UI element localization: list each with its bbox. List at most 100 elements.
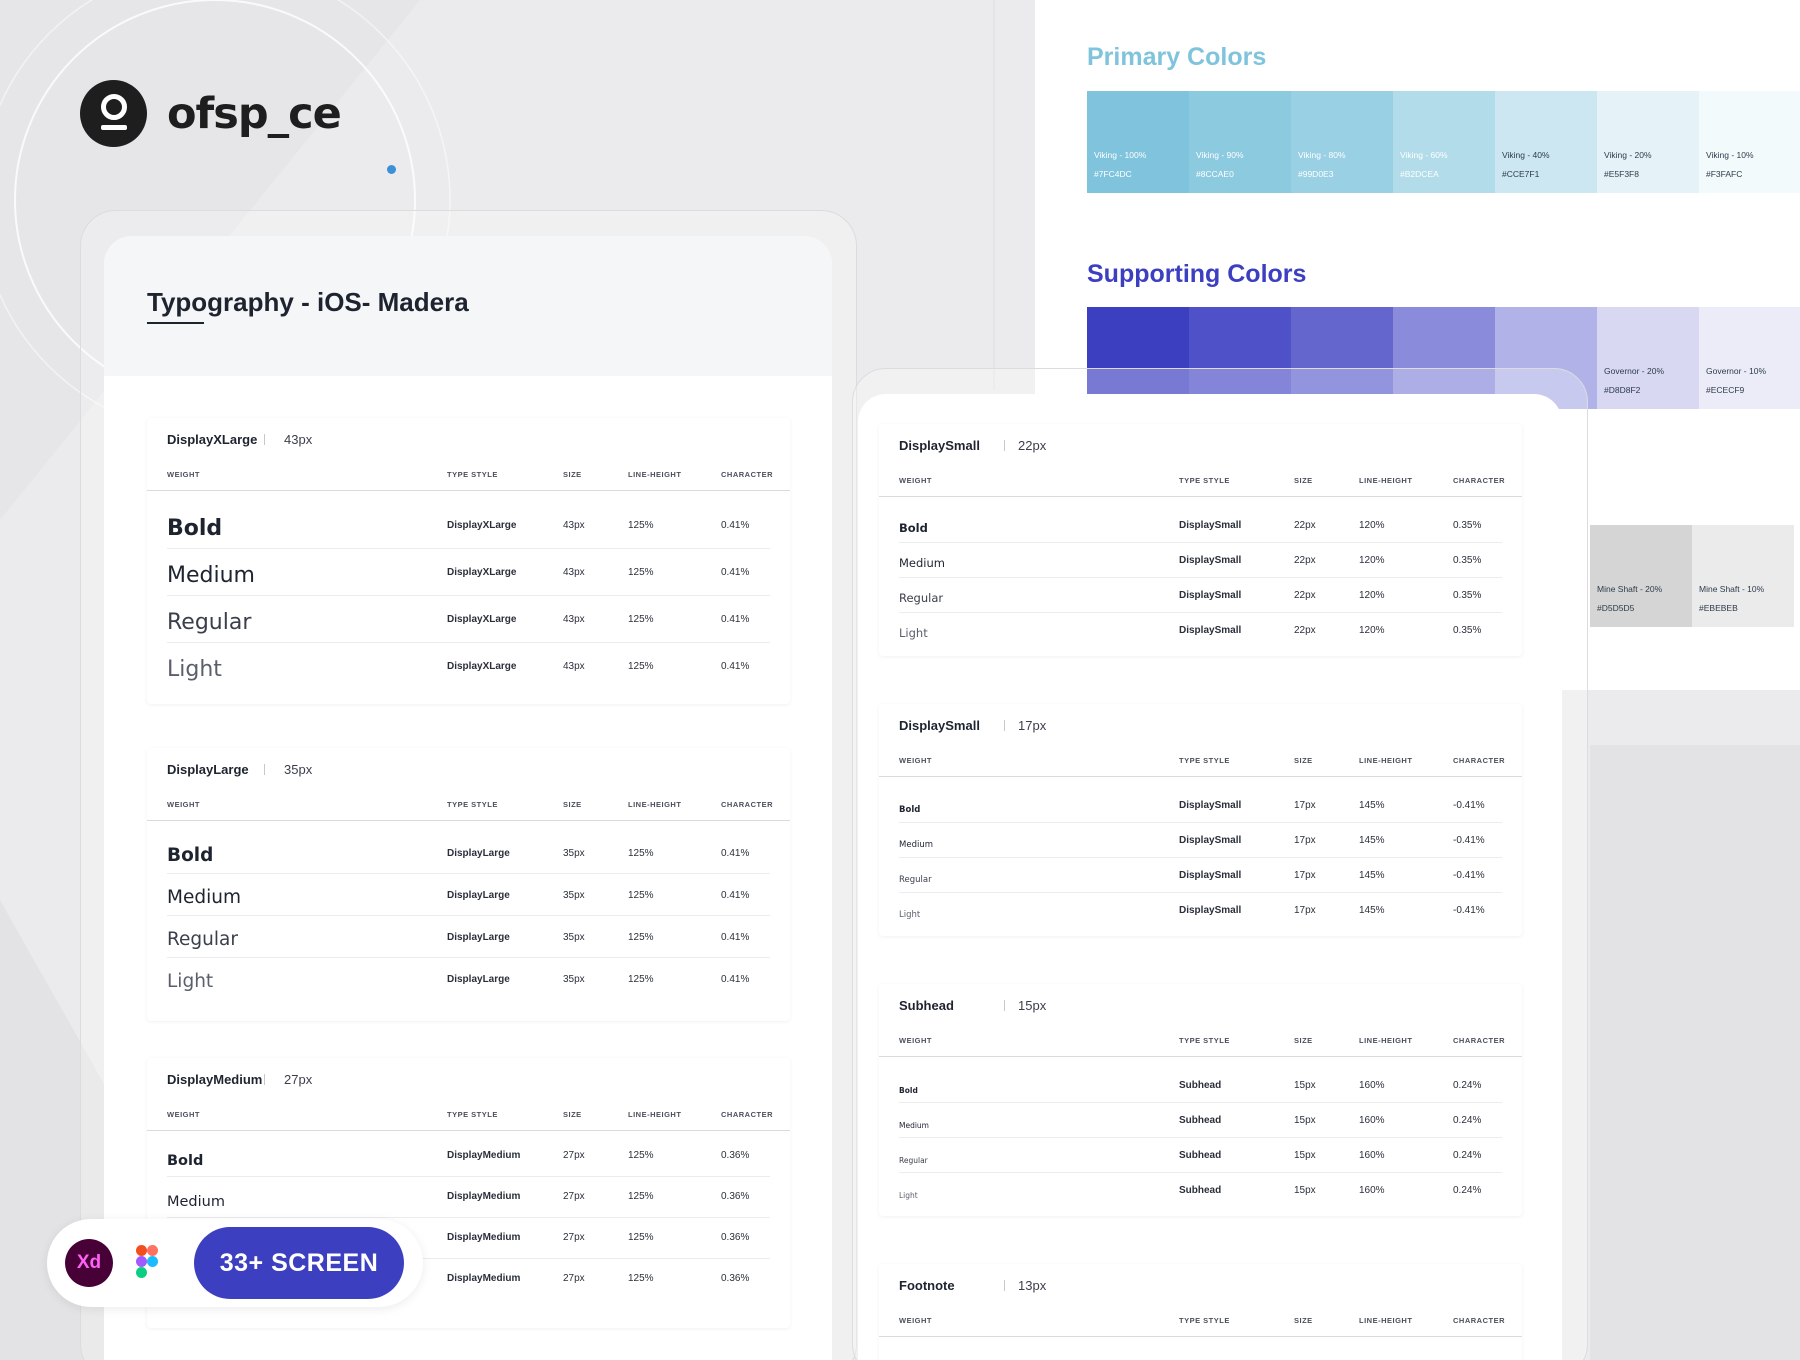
line-height-cell: 125%	[628, 974, 654, 985]
type-style-cell: DisplayLarge	[447, 974, 510, 985]
section-size: 35px	[284, 762, 313, 777]
weight-sample: Bold	[167, 516, 223, 541]
row-divider	[899, 857, 1502, 858]
screen-count-button[interactable]: 33+ SCREEN	[194, 1227, 404, 1299]
header-divider	[147, 490, 790, 491]
typography-card: Typography - iOS- Madera DisplayXLarge 43…	[104, 236, 832, 1360]
color-swatch: Governor - 10% #ECECF9	[1699, 307, 1800, 409]
figma-icon	[136, 1245, 158, 1278]
character-cell: 0.35%	[1453, 520, 1482, 531]
weight-sample: Light	[167, 657, 222, 682]
weight-sample: Light	[167, 971, 214, 992]
line-height-cell: 125%	[628, 890, 654, 901]
size-cell: 22px	[1294, 625, 1316, 636]
size-column-header: SIZE	[563, 1110, 582, 1119]
header-divider	[879, 1336, 1522, 1337]
line-height-cell: 125%	[628, 1232, 654, 1243]
swatch-name: Governor - 20%	[1604, 366, 1664, 376]
swatch-hex: #8CCAE0	[1196, 169, 1234, 179]
size-cell: 27px	[563, 1150, 585, 1161]
character-cell: 0.41%	[721, 974, 750, 985]
section-name: Footnote	[899, 1278, 955, 1293]
table-row: Light DisplaySmall 17px 145% -0.41%	[879, 893, 1522, 928]
size-cell: 22px	[1294, 520, 1316, 531]
type-style-cell: DisplaySmall	[1179, 800, 1242, 811]
type-style-cell: DisplaySmall	[1179, 625, 1242, 636]
type-style-cell: Subhead	[1179, 1115, 1222, 1126]
line-height-cell: 120%	[1359, 555, 1385, 566]
character-cell: 0.36%	[721, 1232, 750, 1243]
type-style-column-header: TYPE STYLE	[1179, 1036, 1230, 1045]
character-cell: 0.35%	[1453, 590, 1482, 601]
line-height-cell: 160%	[1359, 1150, 1385, 1161]
table-row: Medium Subhead 15px 160% 0.24%	[879, 1103, 1522, 1138]
type-style-cell: DisplayLarge	[447, 932, 510, 943]
weight-column-header: WEIGHT	[899, 1036, 932, 1045]
swatch-name: Viking - 10%	[1706, 150, 1754, 160]
type-style-cell: DisplaySmall	[1179, 905, 1242, 916]
weight-sample: Bold	[899, 1086, 918, 1095]
header-divider	[147, 1130, 790, 1131]
color-swatch	[1291, 307, 1393, 409]
line-height-cell: 125%	[628, 848, 654, 859]
weight-column-header: WEIGHT	[899, 476, 932, 485]
weight-column-header: WEIGHT	[167, 1110, 200, 1119]
section-separator	[264, 1074, 265, 1085]
type-style-cell: DisplayXLarge	[447, 567, 517, 578]
typography-card-secondary: DisplaySmall 22px WEIGHT TYPE STYLE SIZE LINE…	[858, 394, 1562, 1360]
character-cell: 0.24%	[1453, 1150, 1482, 1161]
weight-sample: Regular	[167, 929, 238, 950]
header-divider	[879, 1056, 1522, 1057]
table-row: Bold DisplaySmall 17px 145% -0.41%	[879, 788, 1522, 823]
line-height-cell: 145%	[1359, 800, 1385, 811]
character-column-header: CHARACTER	[1453, 756, 1505, 765]
line-height-cell: 125%	[628, 520, 654, 531]
table-row: Bold DisplaySmall 22px 120% 0.35%	[879, 508, 1522, 543]
size-cell: 35px	[563, 932, 585, 943]
size-cell: 15px	[1294, 1185, 1316, 1196]
line-height-column-header: LINE-HEIGHT	[628, 1110, 682, 1119]
weight-sample: Medium	[167, 1194, 225, 1210]
swatch-name: Viking - 40%	[1502, 150, 1550, 160]
line-height-cell: 160%	[1359, 1115, 1385, 1126]
character-cell: 0.24%	[1453, 1080, 1482, 1091]
character-column-header: CHARACTER	[1453, 476, 1505, 485]
section-separator	[1004, 1280, 1005, 1291]
color-swatch	[1087, 307, 1189, 409]
color-swatch: Viking - 90% #8CCAE0	[1189, 91, 1291, 193]
table-row: Bold DisplayXLarge 43px 125% 0.41%	[147, 502, 790, 549]
section-separator	[264, 434, 265, 445]
type-style-cell: DisplaySmall	[1179, 555, 1242, 566]
size-cell: 15px	[1294, 1115, 1316, 1126]
weight-sample: Medium	[899, 556, 945, 570]
weight-sample: Regular	[899, 1156, 928, 1165]
swatch-name: Viking - 100%	[1094, 150, 1147, 160]
line-height-column-header: LINE-HEIGHT	[628, 800, 682, 809]
line-height-column-header: LINE-HEIGHT	[1359, 476, 1413, 485]
swatch-name: Viking - 20%	[1604, 150, 1652, 160]
type-section: Footnote 13px WEIGHT TYPE STYLE SIZE LINE-HEI…	[879, 1264, 1522, 1360]
color-swatch: Viking - 20% #E5F3F8	[1597, 91, 1699, 193]
swatch-name: Viking - 90%	[1196, 150, 1244, 160]
character-column-header: CHARACTER	[721, 800, 773, 809]
swatch-hex: #D5D5D5	[1597, 603, 1635, 613]
size-cell: 27px	[563, 1273, 585, 1284]
adobe-xd-icon: Xd	[65, 1239, 113, 1287]
character-cell: 0.24%	[1453, 1185, 1482, 1196]
line-height-cell: 125%	[628, 614, 654, 625]
line-height-cell: 160%	[1359, 1080, 1385, 1091]
size-cell: 43px	[563, 614, 585, 625]
row-divider	[167, 1217, 770, 1218]
size-cell: 17px	[1294, 905, 1316, 916]
swatch-hex: #99D0E3	[1298, 169, 1334, 179]
section-size: 22px	[1018, 438, 1047, 453]
header-divider	[147, 820, 790, 821]
character-cell: 0.41%	[721, 567, 750, 578]
size-cell: 15px	[1294, 1150, 1316, 1161]
color-swatch: Governor - 20% #D8D8F2	[1597, 307, 1699, 409]
decorative-dot	[387, 165, 396, 174]
swatch-hex: #7FC4DC	[1094, 169, 1132, 179]
weight-sample: Bold	[899, 521, 928, 535]
character-column-header: CHARACTER	[721, 1110, 773, 1119]
row-divider	[167, 595, 770, 596]
